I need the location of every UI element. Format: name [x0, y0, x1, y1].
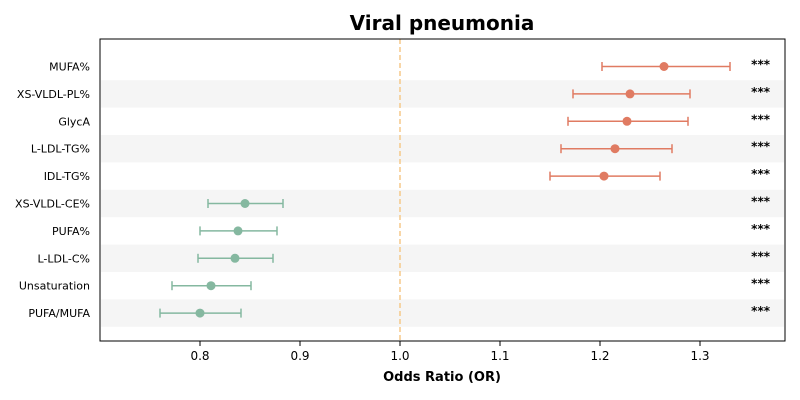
- forest-row: PUFA/MUFA ***: [28, 304, 770, 320]
- row-label: L-LDL-TG%: [31, 143, 90, 156]
- forest-row: PUFA% ***: [52, 222, 771, 238]
- significance-marker: ***: [751, 249, 771, 263]
- row-band: [101, 135, 784, 163]
- row-label: L-LDL-C%: [37, 252, 90, 265]
- x-tick-label: 1.2: [590, 349, 609, 363]
- or-point: [625, 89, 635, 99]
- or-point: [195, 308, 205, 318]
- significance-marker: ***: [751, 140, 771, 154]
- x-tick-label: 1.3: [690, 349, 709, 363]
- significance-marker: ***: [751, 85, 771, 99]
- significance-marker: ***: [751, 167, 771, 181]
- or-point: [240, 199, 250, 208]
- forest-row: Unsaturation ***: [19, 277, 771, 293]
- row-label: MUFA%: [49, 61, 90, 74]
- row-label: XS-VLDL-PL%: [17, 88, 90, 101]
- or-point: [610, 144, 620, 154]
- x-tick-label: 0.9: [290, 349, 309, 363]
- row-label: IDL-TG%: [44, 170, 90, 183]
- significance-marker: ***: [751, 195, 771, 209]
- significance-marker: ***: [751, 277, 771, 291]
- or-point: [659, 62, 669, 71]
- or-point: [622, 116, 632, 126]
- forest-row: IDL-TG% ***: [44, 167, 771, 183]
- forest-row: XS-VLDL-CE% ***: [15, 195, 771, 211]
- significance-marker: ***: [751, 222, 771, 236]
- or-point: [233, 226, 243, 236]
- forest-row: GlycA ***: [58, 112, 770, 128]
- forest-row: L-LDL-C% ***: [37, 249, 770, 265]
- row-band: [101, 189, 784, 218]
- row-label: PUFA/MUFA: [28, 307, 90, 320]
- row-bands: [101, 80, 784, 327]
- row-label: XS-VLDL-CE%: [15, 198, 90, 211]
- or-point: [206, 281, 216, 291]
- x-tick-label: 1.0: [390, 349, 409, 363]
- chart-title: Viral pneumonia: [350, 11, 535, 35]
- data-rows: MUFA% *** XS-VLDL-PL% *** GlycA *** L-LDL-TG% *…: [15, 58, 771, 321]
- forest-row: MUFA% ***: [49, 58, 771, 74]
- row-label: PUFA%: [52, 225, 90, 238]
- row-label: GlycA: [58, 115, 90, 128]
- x-tick-label: 0.8: [190, 349, 209, 363]
- x-axis-label: Odds Ratio (OR): [383, 370, 501, 385]
- x-tick-label: 1.1: [490, 349, 509, 363]
- row-label: Unsaturation: [19, 280, 90, 293]
- or-point: [599, 171, 609, 181]
- forest-row: XS-VLDL-PL% ***: [17, 85, 771, 101]
- significance-marker: ***: [751, 304, 771, 318]
- significance-marker: ***: [751, 112, 771, 126]
- x-axis: 0.8 0.9 1.0 1.1 1.2 1.3: [190, 341, 710, 363]
- or-point: [230, 253, 240, 263]
- forest-row: L-LDL-TG% ***: [31, 140, 771, 156]
- plot-frame: [99, 38, 786, 342]
- significance-marker: ***: [751, 58, 771, 72]
